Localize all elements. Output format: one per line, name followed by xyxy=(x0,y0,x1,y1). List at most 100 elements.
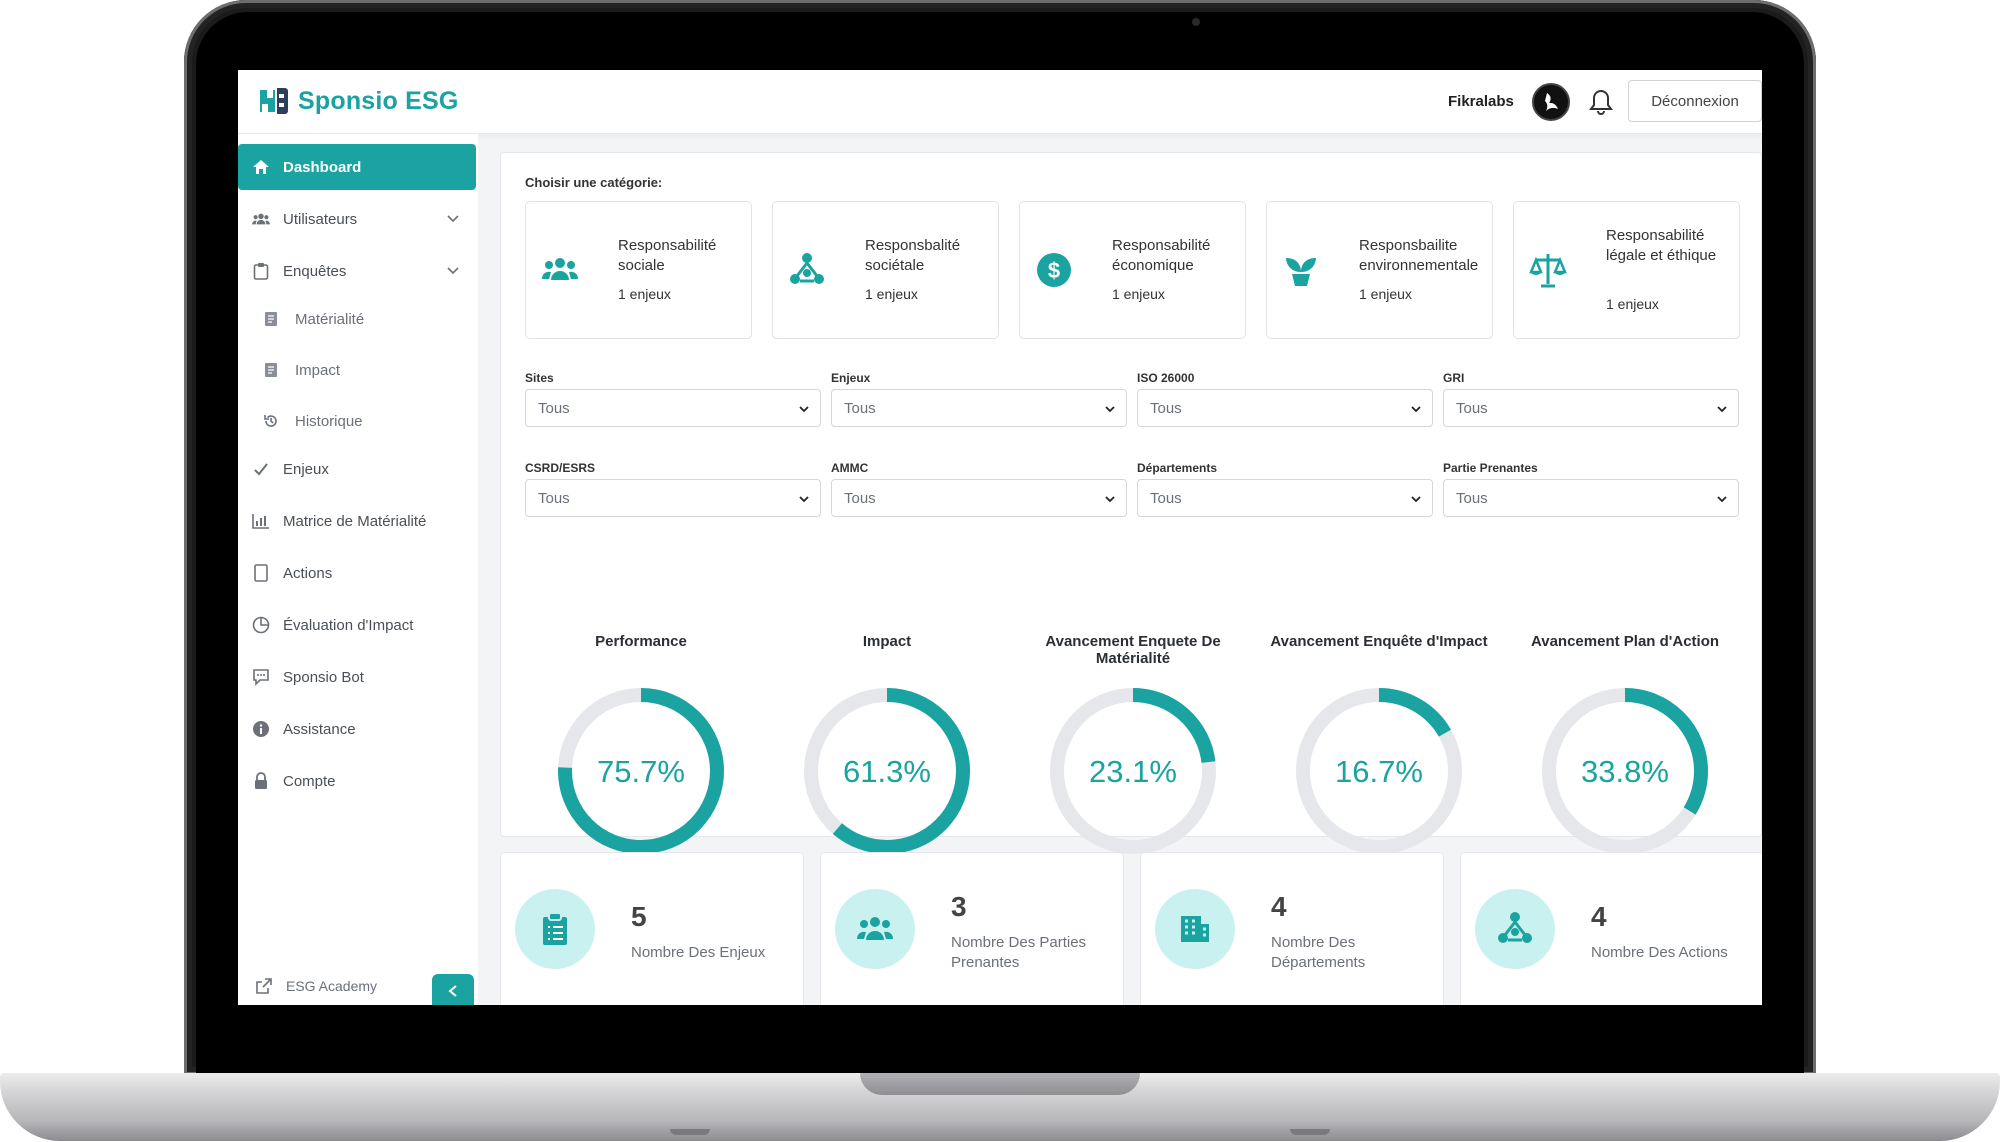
collapse-sidebar-button[interactable] xyxy=(432,974,474,1005)
gauge-title: Impact xyxy=(862,633,912,650)
sidebar-item-assistance[interactable]: Assistance xyxy=(238,706,476,752)
gauge-progress-arc xyxy=(1542,688,1708,854)
filter-parties-select[interactable]: Tous xyxy=(1443,479,1739,517)
gauge-progress-arc xyxy=(804,688,970,854)
category-card-title: Responsbalité sociétale xyxy=(865,237,961,274)
category-card-count: 1 enjeux xyxy=(618,286,671,302)
doc-icon xyxy=(262,361,280,379)
logout-button[interactable]: Déconnexion xyxy=(1628,80,1762,122)
filter-sites-select[interactable]: Tous xyxy=(525,389,821,427)
doc-icon xyxy=(262,310,280,328)
gauge-title: Avancement Enquête d'Impact xyxy=(1270,633,1488,650)
filter-label: GRI xyxy=(1443,371,1465,385)
filter-gri-select[interactable]: Tous xyxy=(1443,389,1739,427)
chevron-down-icon xyxy=(1411,406,1421,413)
select-value: Tous xyxy=(1456,400,1488,417)
bar-chart-icon xyxy=(252,512,270,530)
gauge-ring: 16.7% xyxy=(1296,688,1462,854)
category-card-count: 1 enjeux xyxy=(1359,286,1412,302)
filter-ammc-select[interactable]: Tous xyxy=(831,479,1127,517)
dashboard-panel: Choisir une catégorie: Responsabilité so… xyxy=(500,152,1762,854)
sidebar-item-enjeux[interactable]: Enjeux xyxy=(238,446,476,492)
filter-csrd-select[interactable]: Tous xyxy=(525,479,821,517)
esg-academy-label: ESG Academy xyxy=(286,978,378,994)
sidebar-item-matrice[interactable]: Matrice de Matérialité xyxy=(238,498,476,544)
chevron-down-icon xyxy=(1411,496,1421,503)
user-name: Fikralabs xyxy=(1448,93,1514,110)
stat-label: Nombre Des Actions xyxy=(1591,944,1728,961)
sidebar-item-materialite[interactable]: Matérialité xyxy=(238,296,476,342)
sidebar-item-historique[interactable]: Historique xyxy=(238,398,476,444)
plant-icon xyxy=(1286,258,1316,286)
gauge-title: Avancement Plan d'Action xyxy=(1530,633,1720,650)
camera-dot xyxy=(1192,18,1200,26)
category-card-economique[interactable]: $ Responsabilité économique 1 enjeux xyxy=(1019,201,1246,339)
category-card-societale[interactable]: Responsbalité sociétale 1 enjeux xyxy=(772,201,999,339)
network-icon xyxy=(1475,889,1555,969)
sidebar-item-label: Matérialité xyxy=(295,310,365,328)
sidebar-item-compte[interactable]: Compte xyxy=(238,758,476,804)
stat-value: 4 xyxy=(1591,901,1607,932)
sidebar-item-impact[interactable]: Impact xyxy=(238,347,476,393)
select-value: Tous xyxy=(1150,490,1182,507)
sidebar-item-actions[interactable]: Actions xyxy=(238,550,476,596)
info-icon xyxy=(252,720,270,738)
gauge-materialite: 23.1% xyxy=(1043,681,1223,861)
gauge-value-label: 75.7% xyxy=(597,754,685,789)
select-value: Tous xyxy=(844,490,876,507)
filter-label: Partie Prenantes xyxy=(1443,461,1538,475)
category-card-title: Responsabilité légale et éthique xyxy=(1606,227,1717,264)
sidebar: Dashboard Utilisateurs Enquêtes Matérial… xyxy=(238,134,478,1005)
sidebar-item-dashboard[interactable]: Dashboard xyxy=(238,144,476,190)
scales-icon xyxy=(1529,254,1567,288)
stat-label: Nombre Des Départements xyxy=(1271,934,1366,971)
home-icon xyxy=(252,158,270,176)
sidebar-item-label: Historique xyxy=(295,412,363,430)
sidebar-item-utilisateurs[interactable]: Utilisateurs xyxy=(238,196,476,242)
lock-icon xyxy=(252,772,270,790)
check-icon xyxy=(252,460,270,478)
filter-iso-select[interactable]: Tous xyxy=(1137,389,1433,427)
external-link-icon xyxy=(256,978,272,994)
stat-value: 4 xyxy=(1271,891,1287,922)
category-card-count: 1 enjeux xyxy=(1112,286,1165,302)
select-value: Tous xyxy=(538,490,570,507)
sidebar-item-label: Sponsio Bot xyxy=(283,668,364,686)
sidebar-item-label: Enjeux xyxy=(283,460,329,478)
category-card-legale[interactable]: Responsabilité légale et éthique 1 enjeu… xyxy=(1513,201,1740,339)
laptop-foot xyxy=(670,1129,710,1135)
sidebar-item-enquetes[interactable]: Enquêtes xyxy=(238,248,476,294)
gauge-value-label: 61.3% xyxy=(843,754,931,789)
stat-card-actions: 4 Nombre Des Actions xyxy=(1460,852,1762,1005)
sidebar-item-label: Évaluation d'Impact xyxy=(283,616,414,634)
pie-icon xyxy=(252,616,270,634)
gauge-ring: 23.1% xyxy=(1050,688,1216,854)
gauge-ring: 33.8% xyxy=(1542,688,1708,854)
filter-label: Départements xyxy=(1137,461,1218,475)
sidebar-item-sponsio-bot[interactable]: Sponsio Bot xyxy=(238,654,476,700)
category-card-environnementale[interactable]: Responsbailite environnementale 1 enjeux xyxy=(1266,201,1493,339)
building-icon xyxy=(1155,889,1235,969)
filter-label: ISO 26000 xyxy=(1137,371,1195,385)
top-header: Sponsio ESG Fikralabs Déconnexion xyxy=(238,70,1762,134)
category-card-title: Responsabilité économique xyxy=(1112,237,1211,274)
filter-departements-select[interactable]: Tous xyxy=(1137,479,1433,517)
sidebar-item-label: Actions xyxy=(283,564,333,582)
category-card-count: 1 enjeux xyxy=(1606,296,1659,312)
filter-label: Sites xyxy=(525,371,554,385)
laptop-foot xyxy=(1290,1129,1330,1135)
select-value: Tous xyxy=(538,400,570,417)
filter-enjeux-select[interactable]: Tous xyxy=(831,389,1127,427)
category-card-title: Responsabilité sociale xyxy=(618,237,717,274)
category-card-sociale[interactable]: Responsabilité sociale 1 enjeux xyxy=(525,201,752,339)
esg-academy-link[interactable]: ESG Academy xyxy=(256,978,377,994)
gauge-progress-arc xyxy=(1296,688,1462,854)
avatar[interactable] xyxy=(1532,83,1570,121)
bell-icon[interactable] xyxy=(1588,88,1614,116)
chevron-down-icon xyxy=(447,215,459,223)
gauge-enquete-impact: 16.7% xyxy=(1289,681,1469,861)
gauge-plan-action: 33.8% xyxy=(1535,681,1715,861)
gauge-performance: 75.7% xyxy=(551,681,731,861)
sidebar-item-evaluation[interactable]: Évaluation d'Impact xyxy=(238,602,476,648)
